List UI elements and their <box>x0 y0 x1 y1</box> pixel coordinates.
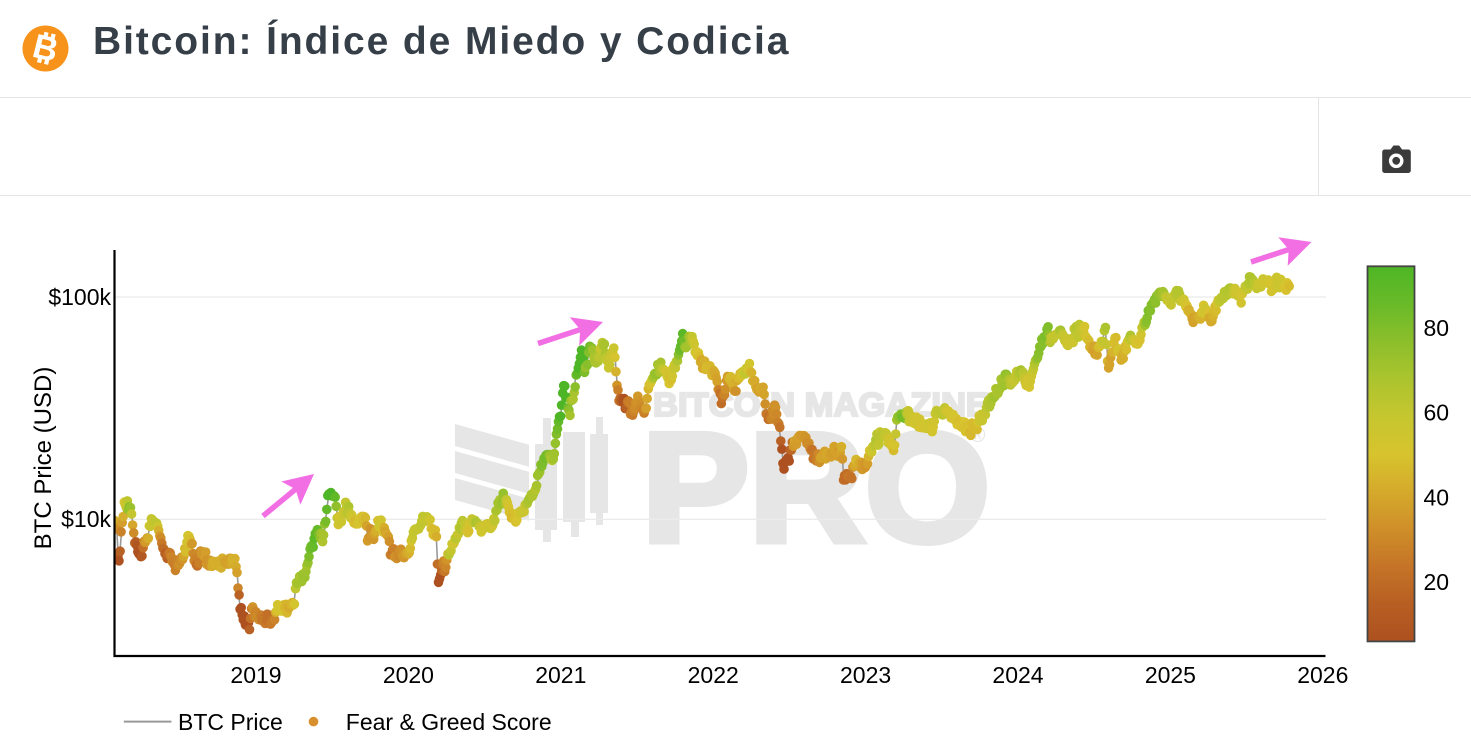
svg-text:2021: 2021 <box>535 662 586 688</box>
svg-text:80: 80 <box>1424 315 1450 341</box>
svg-text:BTC Price (USD): BTC Price (USD) <box>30 367 57 550</box>
svg-text:BTC Price: BTC Price <box>178 709 283 735</box>
svg-text:$10k: $10k <box>61 506 111 532</box>
svg-text:60: 60 <box>1424 400 1450 426</box>
svg-text:40: 40 <box>1424 484 1450 510</box>
svg-text:2022: 2022 <box>688 662 739 688</box>
svg-text:2020: 2020 <box>383 662 434 688</box>
svg-text:20: 20 <box>1424 569 1450 595</box>
svg-text:Fear & Greed Score: Fear & Greed Score <box>346 709 552 735</box>
svg-text:2026: 2026 <box>1297 662 1348 688</box>
svg-text:2025: 2025 <box>1145 662 1196 688</box>
svg-text:$100k: $100k <box>48 284 111 310</box>
svg-text:2024: 2024 <box>992 662 1043 688</box>
svg-text:2019: 2019 <box>230 662 281 688</box>
svg-text:2023: 2023 <box>840 662 891 688</box>
